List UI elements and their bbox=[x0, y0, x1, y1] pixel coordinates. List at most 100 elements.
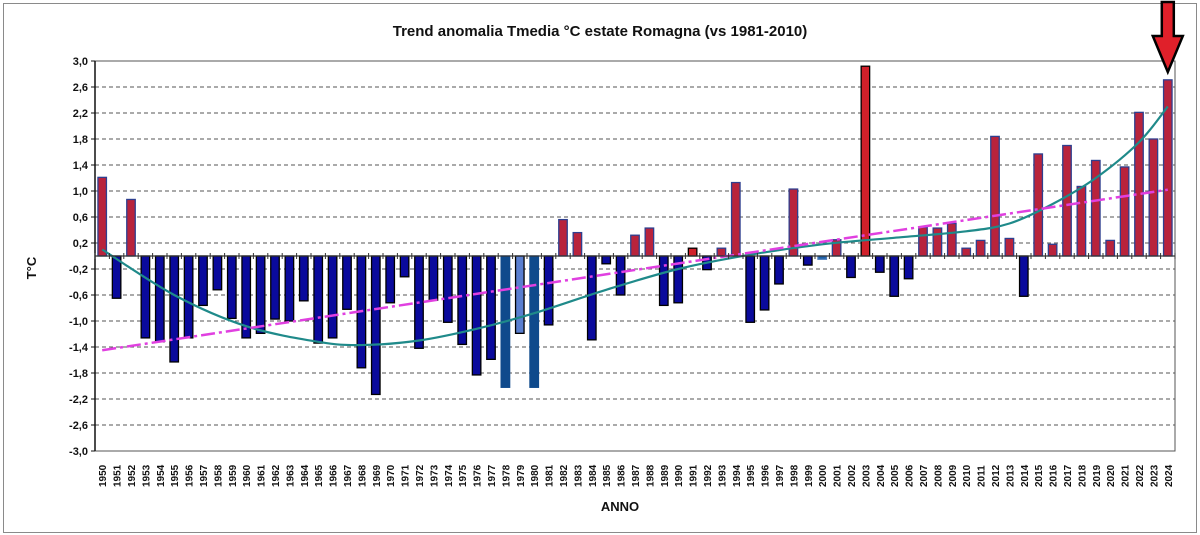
x-tick-label: 1986 bbox=[617, 464, 628, 487]
bar-1982 bbox=[558, 218, 568, 257]
bar-1971 bbox=[399, 255, 410, 278]
bar-1997 bbox=[774, 255, 784, 285]
x-tick-label: 1994 bbox=[732, 464, 743, 487]
x-tick-label: 1960 bbox=[242, 464, 253, 487]
y-tick-label: 0,2 bbox=[73, 238, 88, 250]
x-tick-label: 1984 bbox=[588, 464, 599, 487]
y-tick-label: -2,6 bbox=[69, 420, 88, 432]
x-tick-label: 2021 bbox=[1121, 464, 1132, 487]
bar-2011 bbox=[975, 239, 986, 257]
x-tick-label: 2013 bbox=[1005, 464, 1016, 487]
bar-1994 bbox=[730, 181, 741, 257]
bar-2010 bbox=[961, 247, 972, 257]
bar-1993 bbox=[716, 247, 727, 257]
down-arrow-icon bbox=[1150, 0, 1185, 76]
x-tick-label: 1989 bbox=[660, 464, 671, 487]
x-tick-label: 2006 bbox=[905, 464, 916, 487]
x-tick-label: 1997 bbox=[775, 464, 786, 487]
bar-2024 bbox=[1162, 79, 1173, 257]
y-tick-label: 2,6 bbox=[73, 82, 88, 94]
bar-1967 bbox=[342, 255, 352, 310]
bar-1985 bbox=[601, 255, 612, 265]
x-tick-label: 2010 bbox=[962, 464, 973, 487]
bar-1952 bbox=[126, 198, 136, 257]
bar-1954 bbox=[154, 255, 165, 343]
x-tick-label: 2014 bbox=[1020, 464, 1031, 487]
x-tick-label: 1998 bbox=[789, 464, 800, 487]
x-tick-label: 1987 bbox=[631, 464, 642, 487]
x-tick-label: 1953 bbox=[141, 464, 152, 487]
bar-1953 bbox=[140, 255, 151, 339]
bar-2012 bbox=[990, 135, 1000, 257]
bar-2014 bbox=[1018, 255, 1029, 297]
bar-1955 bbox=[169, 255, 180, 363]
x-tick-label: 2004 bbox=[876, 464, 887, 487]
x-tick-label: 2008 bbox=[933, 464, 944, 487]
bar-1964 bbox=[298, 255, 309, 302]
x-tick-label: 2019 bbox=[1092, 464, 1103, 487]
bar-2016 bbox=[1047, 243, 1058, 257]
y-tick-label: 3,0 bbox=[73, 56, 88, 68]
bar-1977 bbox=[486, 255, 496, 360]
x-tick-labels: 1950 1951 1952 1953 1954 1955 1956 1957 1958 1959… bbox=[98, 464, 1175, 487]
y-tick-label: 2,2 bbox=[73, 108, 88, 120]
x-tick-label: 1958 bbox=[213, 464, 224, 487]
x-tick-label: 1983 bbox=[573, 464, 584, 487]
bar-1974 bbox=[442, 255, 453, 323]
bar-2015 bbox=[1033, 153, 1044, 257]
y-axis-title: T°C bbox=[24, 256, 39, 279]
x-tick-label: 2007 bbox=[919, 464, 930, 487]
x-tick-label: 1977 bbox=[487, 464, 498, 487]
bar-1986 bbox=[615, 255, 626, 296]
x-tick-label: 2020 bbox=[1106, 464, 1117, 487]
bar-1983 bbox=[572, 231, 583, 257]
x-tick-label: 1959 bbox=[228, 464, 239, 487]
y-tick-label: 0,6 bbox=[73, 212, 88, 224]
bar-1963 bbox=[284, 255, 295, 322]
bar-2007 bbox=[918, 226, 928, 257]
bar-2020 bbox=[1105, 239, 1116, 257]
x-tick-label: 1965 bbox=[314, 464, 325, 487]
trend-lines bbox=[101, 105, 1169, 352]
x-tick-label: 1988 bbox=[645, 464, 656, 487]
x-tick-label: 1955 bbox=[170, 464, 181, 487]
y-tick-label: -3,0 bbox=[69, 446, 88, 458]
bar-1999 bbox=[802, 255, 813, 266]
y-tick-label: 1,0 bbox=[73, 186, 88, 198]
x-tick-label: 2023 bbox=[1149, 464, 1160, 487]
bar-1989 bbox=[658, 255, 669, 307]
bar-1970 bbox=[385, 255, 396, 304]
x-tick-label: 1975 bbox=[458, 464, 469, 487]
bar-2003 bbox=[860, 65, 871, 257]
chart-title: Trend anomalia Tmedia °C estate Romagna … bbox=[393, 23, 808, 40]
bar-2017 bbox=[1062, 144, 1072, 257]
x-tick-label: 2012 bbox=[991, 464, 1002, 487]
bar-1961 bbox=[255, 255, 266, 334]
x-tick-label: 1963 bbox=[285, 464, 296, 487]
bar-1957 bbox=[198, 255, 208, 307]
x-tick-label: 1961 bbox=[257, 464, 268, 487]
x-tick-label: 2015 bbox=[1034, 464, 1045, 487]
x-tick-label: 1966 bbox=[329, 464, 340, 487]
x-tick-label: 1954 bbox=[156, 464, 167, 487]
bar-2004 bbox=[874, 255, 885, 273]
x-tick-label: 2009 bbox=[948, 464, 959, 487]
x-tick-label: 2022 bbox=[1135, 464, 1146, 487]
x-tick-label: 1972 bbox=[415, 464, 426, 487]
x-tick-label: 1962 bbox=[271, 464, 282, 487]
y-tick-label: 1,4 bbox=[73, 160, 89, 172]
x-tick-label: 2024 bbox=[1164, 464, 1175, 487]
bar-2022 bbox=[1134, 111, 1144, 257]
x-tick-label: 1969 bbox=[372, 464, 383, 487]
bar-2008 bbox=[932, 227, 943, 257]
y-tick-label: 1,8 bbox=[73, 134, 88, 146]
bar-1965 bbox=[313, 255, 324, 344]
x-tick-label: 2016 bbox=[1049, 464, 1060, 487]
bars bbox=[97, 65, 1173, 396]
x-tick-label: 1990 bbox=[674, 464, 685, 487]
y-tick-label: -0,6 bbox=[69, 290, 88, 302]
x-tick-label: 2000 bbox=[818, 464, 829, 487]
bar-1959 bbox=[226, 255, 237, 320]
bar-2013 bbox=[1004, 237, 1015, 257]
